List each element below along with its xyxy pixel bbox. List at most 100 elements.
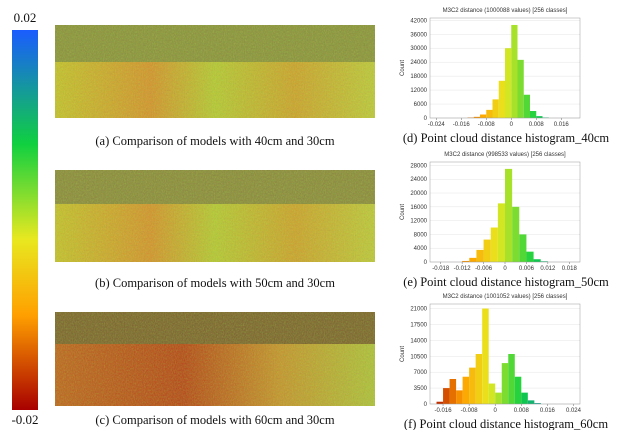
- x-tick-label: 0: [494, 408, 498, 414]
- x-tick-label: 0.012: [540, 266, 556, 272]
- y-tick-label: 36000: [410, 32, 427, 38]
- histogram-bar: [540, 261, 548, 262]
- x-tick-label: 0: [510, 122, 514, 128]
- caption: (f) Point cloud distance histogram_60cm: [404, 417, 608, 430]
- histogram-bar: [511, 24, 518, 118]
- histogram-bar: [462, 376, 470, 404]
- y-tick-label: 16000: [410, 205, 427, 211]
- histogram-bar: [521, 392, 528, 404]
- histogram-bar: [476, 249, 484, 262]
- y-tick-label: 6000: [414, 102, 428, 108]
- histogram-bar: [486, 109, 493, 118]
- histogram-bar: [497, 203, 505, 262]
- histogram-bar: [456, 390, 463, 404]
- x-tick-label: -0.006: [475, 266, 493, 272]
- histogram-bar: [505, 168, 513, 262]
- x-tick-label: 0.016: [540, 408, 556, 414]
- y-tick-label: 14000: [410, 338, 427, 344]
- histogram-bar: [443, 388, 450, 404]
- y-axis-label: Count: [400, 204, 406, 220]
- y-tick-label: 30000: [410, 46, 427, 52]
- x-tick-label: -0.008: [478, 122, 496, 128]
- plot-frame: [429, 303, 581, 405]
- x-tick-label: 0.006: [519, 266, 535, 272]
- caption: (d) Point cloud distance histogram_40cm: [403, 131, 609, 145]
- histogram-bar: [473, 116, 480, 118]
- histogram-bar: [526, 251, 534, 262]
- histogram-bar: [480, 114, 487, 118]
- x-tick-label: 0.008: [514, 408, 530, 414]
- colorbar-label: 0.02: [14, 10, 37, 25]
- y-tick-label: 24000: [410, 177, 427, 183]
- y-tick-label: 10500: [410, 354, 427, 360]
- point-cloud-a: [55, 25, 375, 118]
- point-cloud-c: [55, 312, 375, 406]
- histogram-bar: [495, 392, 502, 404]
- histogram-bar: [462, 260, 470, 262]
- x-tick-label: -0.012: [454, 266, 472, 272]
- y-tick-label: 0: [424, 402, 428, 408]
- y-tick-label: 21000: [410, 307, 427, 313]
- histogram-bar: [501, 363, 509, 404]
- plot-frame: [429, 161, 581, 263]
- x-tick-label: -0.016: [435, 408, 453, 414]
- histogram-bar: [482, 308, 489, 404]
- y-tick-label: 24000: [410, 60, 427, 66]
- histogram-bar: [488, 383, 496, 404]
- histogram-bar: [534, 403, 541, 404]
- histogram-bar: [519, 234, 527, 262]
- colorbar: [12, 30, 38, 410]
- histogram-bar: [508, 354, 515, 404]
- x-tick-label: -0.016: [453, 122, 471, 128]
- histogram-bar: [533, 259, 541, 262]
- chart-title: M3C2 distance (1001052 values) [256 clas…: [443, 294, 568, 300]
- y-tick-label: 18000: [410, 74, 427, 80]
- histogram-bar: [536, 116, 543, 118]
- x-tick-label: 0: [503, 266, 507, 272]
- histogram-bar: [475, 354, 483, 404]
- chart-title: M3C2 distance (1000088 values) [256 clas…: [443, 8, 568, 14]
- y-tick-label: 28000: [410, 163, 427, 169]
- point-cloud-b: [55, 170, 375, 262]
- y-tick-label: 17500: [410, 322, 427, 328]
- histogram-bar: [498, 80, 505, 118]
- y-tick-label: 12000: [410, 219, 427, 225]
- caption: (b) Comparison of models with 50cm and 3…: [95, 276, 335, 290]
- caption: (a) Comparison of models with 40cm and 3…: [95, 134, 334, 148]
- x-tick-label: 0.018: [562, 266, 578, 272]
- histogram-bar: [512, 206, 520, 262]
- x-tick-label: -0.024: [428, 122, 446, 128]
- x-tick-label: 0.024: [566, 408, 582, 414]
- y-tick-label: 3500: [414, 386, 428, 392]
- histogram-bar: [505, 48, 512, 118]
- caption: (c) Comparison of models with 60cm and 3…: [95, 413, 334, 427]
- y-tick-label: 4000: [414, 246, 428, 252]
- histogram-bar: [483, 239, 491, 262]
- y-tick-label: 20000: [410, 191, 427, 197]
- y-tick-label: 0: [424, 116, 428, 122]
- y-tick-label: 12000: [410, 88, 427, 94]
- histogram-bar: [436, 401, 444, 404]
- chart-title: M3C2 distance (998533 values) [256 class…: [444, 152, 566, 158]
- y-axis-label: Count: [400, 60, 406, 76]
- x-tick-label: -0.008: [461, 408, 479, 414]
- x-tick-label: -0.018: [432, 266, 450, 272]
- colorbar-label: -0.02: [11, 412, 38, 427]
- histogram-bar: [469, 257, 477, 262]
- histogram-bar: [449, 379, 457, 404]
- y-tick-label: 7000: [414, 370, 428, 376]
- histogram-bar: [469, 367, 476, 404]
- histogram-bar: [523, 94, 530, 118]
- histogram-bar: [514, 376, 522, 404]
- y-tick-label: 8000: [414, 232, 428, 238]
- histogram-bar: [517, 59, 524, 118]
- caption: (e) Point cloud distance histogram_50cm: [403, 275, 609, 289]
- histogram-bar: [492, 99, 499, 118]
- histogram-bar: [527, 400, 535, 404]
- y-axis-label: Count: [400, 346, 406, 362]
- histogram-bar: [490, 227, 498, 262]
- y-tick-label: 0: [424, 260, 428, 266]
- histogram-bar: [530, 111, 537, 118]
- x-tick-label: 0.008: [529, 122, 545, 128]
